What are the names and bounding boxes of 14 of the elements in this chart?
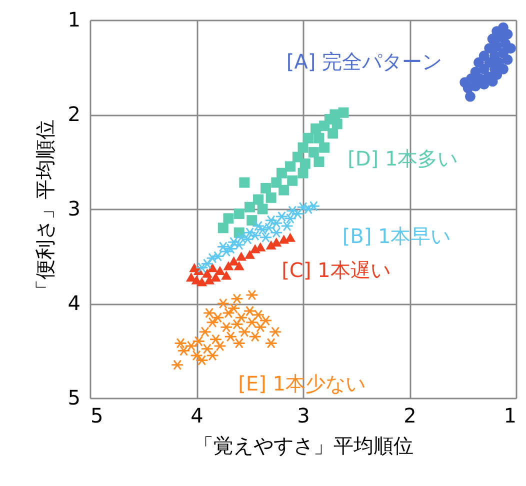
x-tick-label: 4: [190, 404, 204, 428]
x-tick-label: 2: [404, 404, 416, 428]
x-tick-label: 3: [297, 404, 310, 428]
series-label: [C] 1本遅い: [282, 258, 390, 282]
x-axis-title: 「覚えやすさ」平均順位: [194, 434, 414, 458]
y-tick-label: 3: [68, 196, 80, 220]
y-tick-label: 2: [68, 102, 80, 126]
y-axis-title: 「便利さ」平均順位: [32, 120, 57, 300]
y-tick-label: 5: [68, 386, 80, 410]
y-tick-label: 1: [68, 8, 80, 32]
series-label: [E] 1本少ない: [238, 372, 366, 396]
x-tick-label: 1: [504, 404, 516, 428]
x-tick-label: 5: [90, 404, 104, 428]
y-tick-label: 4: [68, 291, 80, 315]
